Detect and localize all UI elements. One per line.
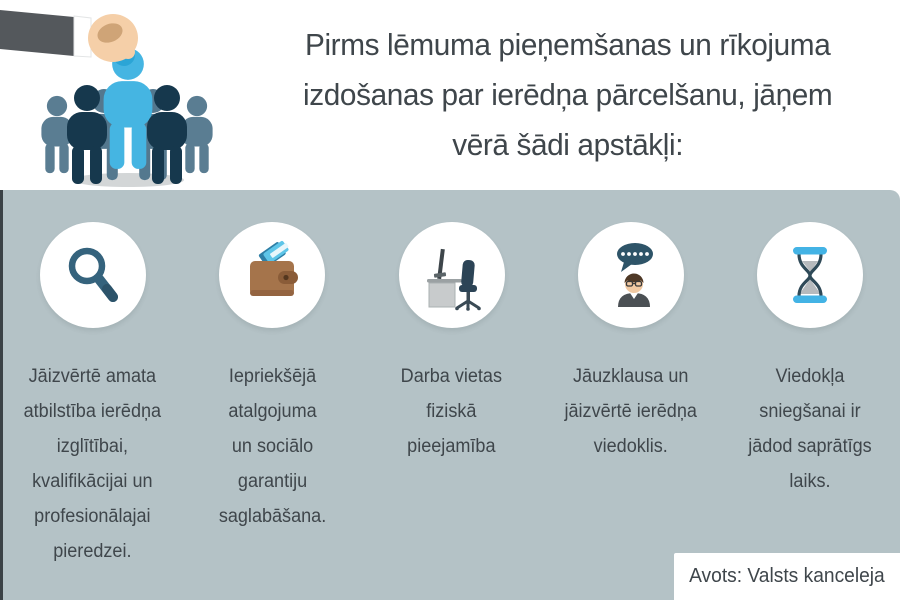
crowd-selection-icon: [0, 10, 213, 187]
column-workplace: Darba vietas fiziskā pieejamība: [362, 222, 541, 569]
source-box: Avots: Valsts kanceleja: [674, 553, 900, 600]
caption-salary: Iepriekšējā atalgojuma un sociālo garant…: [218, 366, 326, 527]
column-assessment: Jāizvērtē amata atbilstība ierēdņa izglī…: [3, 222, 182, 569]
icon-circle: [398, 222, 505, 328]
caption-opinion: Jāuzklausa un jāizvērtē ierēdņa viedokli…: [564, 366, 698, 457]
hand-picking-person-illustration: [0, 0, 235, 190]
magnifier-icon: [68, 247, 118, 302]
column-time: Viedokļa sniegšanai ir jādod saprātīgs l…: [721, 222, 900, 569]
icon-circle: [219, 222, 326, 328]
desk-chair-icon: [426, 248, 481, 311]
wallet-icon: [250, 240, 299, 296]
caption-assessment: Jāizvērtē amata atbilstība ierēdņa izglī…: [23, 366, 162, 562]
title-area: Pirms lēmuma pieņemšanas un rīkojuma izd…: [235, 0, 900, 190]
columns: Jāizvērtē amata atbilstība ierēdņa izglī…: [3, 190, 900, 569]
column-opinion: Jāuzklausa un jāizvērtē ierēdņa viedokli…: [541, 222, 720, 569]
header-band: Pirms lēmuma pieņemšanas un rīkojuma izd…: [0, 0, 900, 190]
icon-circle: [757, 222, 864, 328]
icon-circle: [577, 222, 684, 328]
column-salary: Iepriekšējā atalgojuma un sociālo garant…: [182, 222, 361, 569]
icon-circle: [39, 222, 146, 328]
caption-time: Viedokļa sniegšanai ir jādod saprātīgs l…: [748, 366, 873, 492]
source-label: Avots: Valsts kanceleja: [689, 565, 885, 587]
page-title: Pirms lēmuma pieņemšanas un rīkojuma izd…: [302, 27, 833, 162]
hourglass-icon: [793, 247, 828, 303]
caption-workplace: Darba vietas fiziskā pieejamība: [400, 366, 503, 457]
content-panel: Jāizvērtē amata atbilstība ierēdņa izglī…: [0, 190, 900, 600]
person-speech-bubble-icon: [616, 243, 653, 307]
